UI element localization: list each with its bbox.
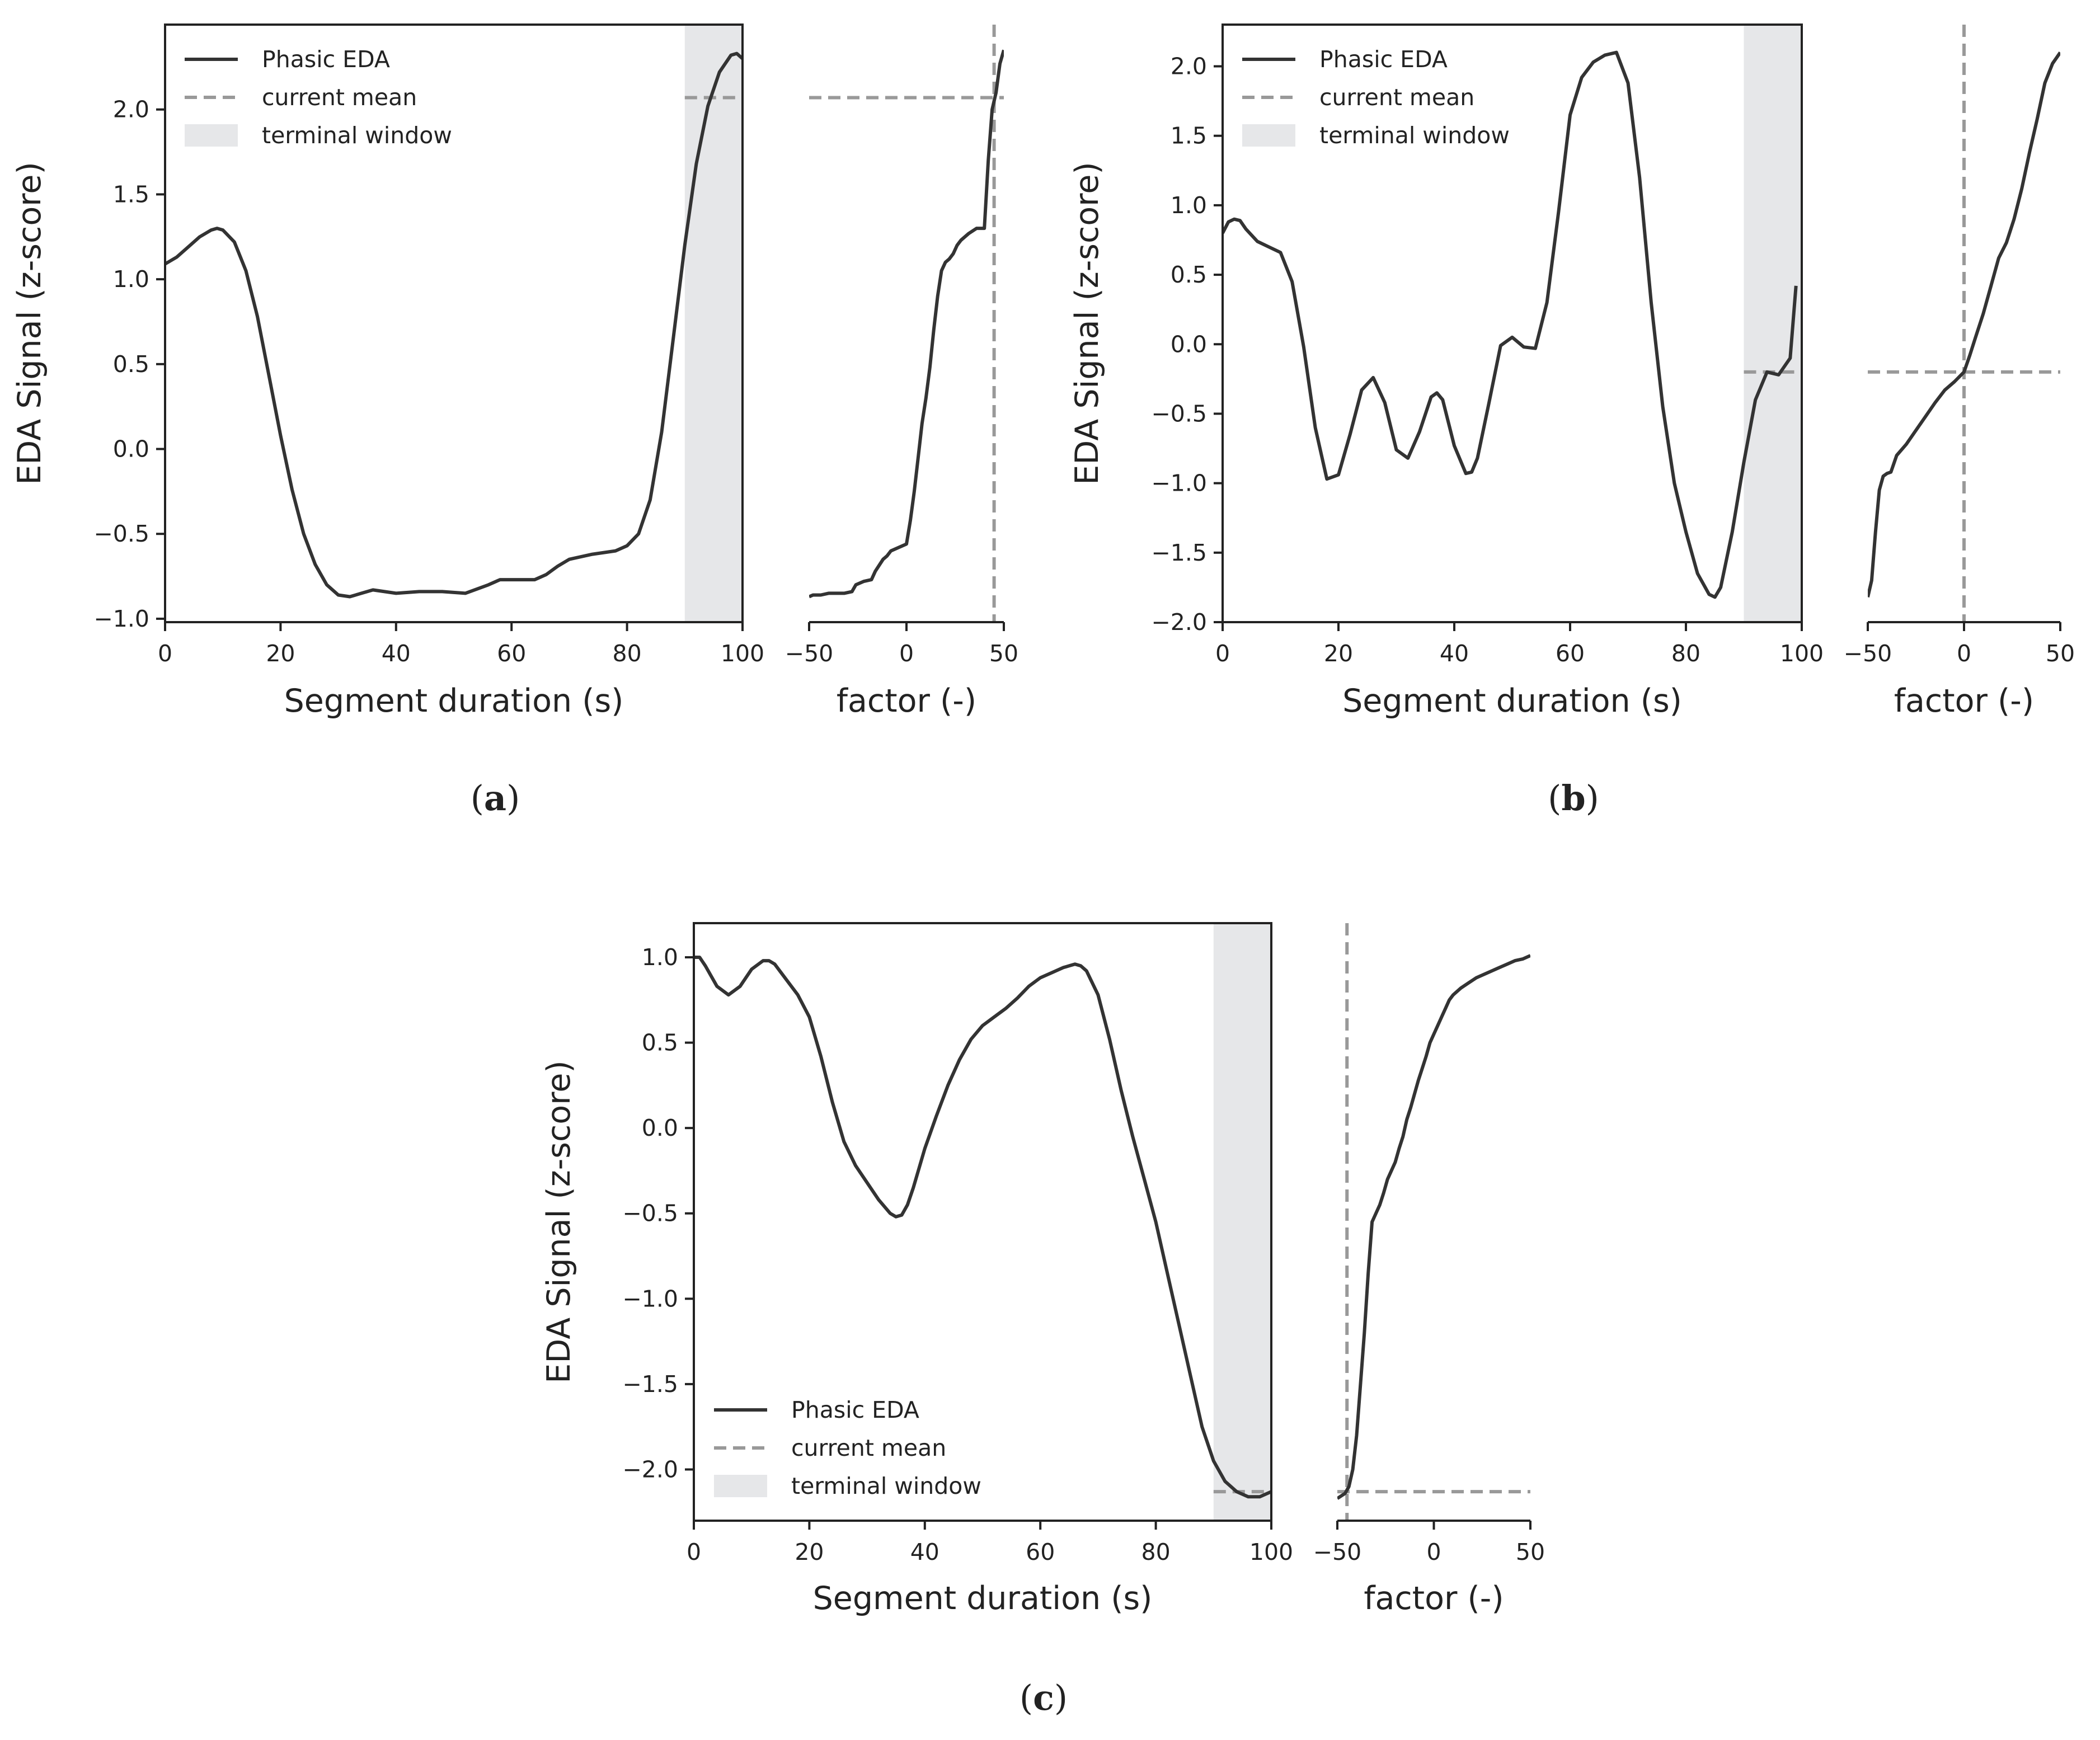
x-tick-label: 0 xyxy=(158,640,172,667)
x-axis-label: Segment duration (s) xyxy=(813,1580,1153,1617)
y-tick-label: 0.0 xyxy=(642,1114,678,1141)
legend: Phasic EDA current mean terminal window xyxy=(185,46,452,149)
x-tick-label: 80 xyxy=(1671,640,1700,667)
y-tick-label: 1.0 xyxy=(642,944,678,971)
y-tick-label: 0.5 xyxy=(1171,261,1207,288)
y-tick-label: 0.0 xyxy=(113,436,149,463)
x-axis-label: Segment duration (s) xyxy=(284,683,624,719)
y-tick-label: 1.5 xyxy=(113,181,149,208)
legend-label: terminal window xyxy=(1319,122,1510,149)
x-tick-label: 20 xyxy=(266,640,295,667)
terminal-window-band xyxy=(1213,923,1271,1521)
y-axis-label: EDA Signal (z-score) xyxy=(1069,162,1106,485)
side-x-tick-label: 0 xyxy=(1957,640,1971,667)
y-axis-label: EDA Signal (z-score) xyxy=(11,162,48,485)
main-axes-frame xyxy=(164,23,744,623)
factor-curve-line xyxy=(1868,51,2060,598)
panel-b: 0 20 40 60 80 100 −2.0 −1.5 −1.0 −0.5 0.0 0.5 1.0 1.5… xyxy=(1069,23,2075,819)
side-x-axis-label: factor (-) xyxy=(837,683,976,719)
y-tick-label: −0.5 xyxy=(1151,400,1207,427)
terminal-window-band xyxy=(684,25,743,622)
legend-label: Phasic EDA xyxy=(262,46,390,73)
x-tick-label: 60 xyxy=(1556,640,1585,667)
panel-caption: (c) xyxy=(1020,1677,1068,1718)
phasic-eda-line xyxy=(694,956,1271,1499)
side-x-tick-label: −50 xyxy=(1844,640,1892,667)
y-tick-label: −2.0 xyxy=(622,1456,678,1483)
x-tick-label: 100 xyxy=(1249,1539,1293,1565)
side-x-tick-label: −50 xyxy=(785,640,834,667)
y-tick-label: 2.0 xyxy=(113,96,149,123)
phasic-eda-line xyxy=(165,51,743,599)
legend: Phasic EDA current mean terminal window xyxy=(714,1396,981,1499)
legend-label: terminal window xyxy=(262,122,452,149)
x-axis-label: Segment duration (s) xyxy=(1342,683,1682,719)
x-tick-label: 100 xyxy=(721,640,764,667)
panel-c: 0 20 40 60 80 100 −2.0 −1.5 −1.0 −0.5 0.0 0.5 1.0 Seg… xyxy=(541,922,1545,1718)
y-tick-label: −1.5 xyxy=(622,1371,678,1398)
x-tick-label: 60 xyxy=(1026,1539,1055,1565)
legend-label: Phasic EDA xyxy=(1319,46,1448,73)
legend-label: terminal window xyxy=(791,1473,981,1499)
x-tick-label: 60 xyxy=(497,640,526,667)
y-tick-label: −1.0 xyxy=(93,605,149,632)
side-x-axis-label: factor (-) xyxy=(1364,1580,1504,1617)
panel-a: 0 20 40 60 80 100 −1.0 −0.5 0.0 0.5 1.0 1.5 2.0 Segme… xyxy=(11,23,1018,819)
y-tick-label: −2.0 xyxy=(1151,609,1207,636)
y-axis-label: EDA Signal (z-score) xyxy=(541,1060,577,1383)
x-tick-label: 100 xyxy=(1780,640,1824,667)
legend-swatch-band xyxy=(185,124,238,147)
factor-curve-line xyxy=(809,49,1004,599)
x-tick-label: 40 xyxy=(910,1539,939,1565)
side-x-tick-label: 50 xyxy=(989,640,1018,667)
main-axes-frame xyxy=(1222,23,1803,623)
legend-label: current mean xyxy=(791,1435,946,1461)
panel-caption: (b) xyxy=(1548,778,1599,819)
y-tick-label: 1.0 xyxy=(1171,192,1207,219)
side-x-tick-label: 0 xyxy=(1426,1539,1441,1565)
y-tick-label: 0.5 xyxy=(642,1029,678,1056)
x-tick-label: 80 xyxy=(613,640,642,667)
y-tick-label: −0.5 xyxy=(93,520,149,547)
y-tick-label: −1.0 xyxy=(622,1285,678,1312)
x-tick-label: 20 xyxy=(795,1539,824,1565)
x-tick-label: 0 xyxy=(1215,640,1230,667)
side-x-tick-label: 0 xyxy=(899,640,914,667)
y-tick-label: 1.5 xyxy=(1171,123,1207,149)
legend-label: current mean xyxy=(1319,84,1474,111)
x-tick-label: 20 xyxy=(1324,640,1353,667)
legend: Phasic EDA current mean terminal window xyxy=(1242,46,1510,149)
y-tick-label: −1.5 xyxy=(1151,539,1207,566)
x-tick-label: 80 xyxy=(1141,1539,1171,1565)
phasic-eda-line xyxy=(1223,50,1798,599)
y-tick-label: 2.0 xyxy=(1171,53,1207,80)
legend-label: Phasic EDA xyxy=(791,1396,919,1423)
factor-curve-line xyxy=(1337,954,1530,1500)
side-x-tick-label: −50 xyxy=(1313,1539,1362,1565)
y-tick-label: 1.0 xyxy=(113,266,149,293)
side-x-axis-label: factor (-) xyxy=(1894,683,2034,719)
x-tick-label: 40 xyxy=(382,640,411,667)
y-tick-label: −1.0 xyxy=(1151,470,1207,497)
x-tick-label: 0 xyxy=(687,1539,701,1565)
side-x-tick-label: 50 xyxy=(1516,1539,1545,1565)
y-tick-label: 0.5 xyxy=(113,351,149,378)
x-tick-label: 40 xyxy=(1440,640,1469,667)
panel-caption: (a) xyxy=(471,778,520,819)
legend-label: current mean xyxy=(262,84,417,111)
y-tick-label: 0.0 xyxy=(1171,331,1207,358)
legend-swatch-band xyxy=(1242,124,1295,147)
side-x-tick-label: 50 xyxy=(2046,640,2075,667)
legend-swatch-band xyxy=(714,1475,767,1497)
main-axes-frame xyxy=(693,922,1272,1522)
y-tick-label: −0.5 xyxy=(622,1200,678,1227)
